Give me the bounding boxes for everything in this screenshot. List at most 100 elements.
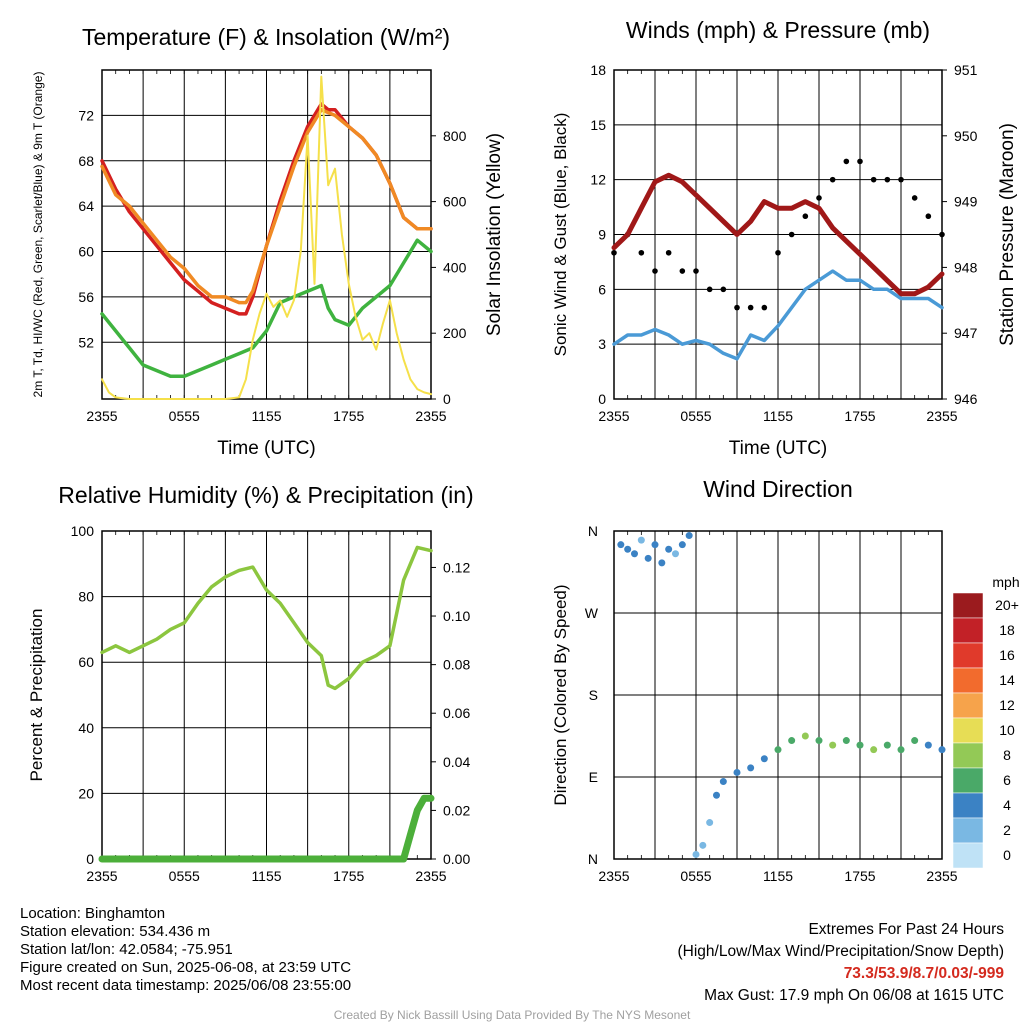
series-gust-point <box>857 158 863 165</box>
x-axis-label: Time (UTC) <box>217 438 316 459</box>
wind-direction-point <box>760 755 768 763</box>
colorbar-swatch <box>952 592 984 619</box>
y2-tick-label: 947 <box>954 325 978 341</box>
colorbar-swatch <box>952 642 984 669</box>
wind-direction-point <box>665 545 673 553</box>
y2-tick-label: 200 <box>443 325 467 341</box>
series-gust-point <box>693 268 699 274</box>
y2-tick-label: 400 <box>443 259 467 275</box>
wind-direction-point <box>713 791 720 799</box>
x-tick-label: 1155 <box>763 868 793 884</box>
y2-tick-label: 946 <box>954 391 978 407</box>
y-tick-label: S <box>589 687 598 703</box>
extremes-legend: (High/Low/Max Wind/Precipitation/Snow De… <box>677 943 1005 960</box>
colorbar-swatch <box>952 742 984 769</box>
colorbar-label: 18 <box>999 622 1015 638</box>
colorbar-title: mph <box>992 574 1019 590</box>
y-axis-label: 2m T, Td, HI/WC (Red, Green, Scarlet/Blu… <box>31 72 45 398</box>
y-tick-label: 80 <box>78 589 94 605</box>
x-tick-label: 1155 <box>251 408 281 424</box>
x-tick-label: 2355 <box>415 868 446 884</box>
y-tick-label: 15 <box>590 117 606 133</box>
colorbar-swatch <box>952 842 984 869</box>
y-tick-label: W <box>585 605 599 621</box>
series-gust-point <box>939 231 945 238</box>
y-tick-label: 6 <box>598 281 606 297</box>
wind-direction-point <box>644 554 652 562</box>
latlon-text: Station lat/lon: 42.0584; -75.951 <box>20 941 233 958</box>
series-gust-point <box>870 176 877 183</box>
colorbar-swatch <box>952 617 984 644</box>
wind-direction-point <box>719 778 727 786</box>
y-axis-label: Percent & Precipitation <box>27 609 46 782</box>
wind-direction-point <box>815 737 823 745</box>
y-tick-label: 64 <box>78 198 94 214</box>
chart-title: Temperature (F) & Insolation (W/m²) <box>82 24 450 50</box>
series-gust-point <box>679 268 686 274</box>
y2-axis-label: Solar Insolation (Yellow) <box>484 133 505 336</box>
series-gust-point <box>802 213 809 220</box>
series-gust-point <box>898 176 904 183</box>
series-gust-point <box>911 195 918 201</box>
colorbar-label: 8 <box>1003 747 1011 763</box>
wind-direction-point <box>733 768 741 776</box>
colorbar-label: 16 <box>999 647 1015 663</box>
colorbar-label: 6 <box>1003 772 1011 788</box>
extremes-title: Extremes For Past 24 Hours <box>808 921 1004 938</box>
chart-title: Relative Humidity (%) & Precipitation (i… <box>58 482 473 508</box>
y2-tick-label: 0.08 <box>443 657 470 673</box>
colorbar-label: 10 <box>999 722 1015 738</box>
y2-tick-label: 0.04 <box>443 754 470 770</box>
y2-tick-label: 951 <box>954 62 978 78</box>
series-gust-point <box>761 304 768 311</box>
wind-direction-point <box>658 559 666 567</box>
series-gust-point <box>829 176 836 183</box>
created-text: Figure created on Sun, 2025-06-08, at 23… <box>20 959 352 976</box>
y-tick-label: 52 <box>78 334 94 350</box>
wind-direction-point <box>870 746 878 754</box>
wind-direction-point <box>672 550 679 558</box>
series-precipitation-line <box>98 794 435 863</box>
series-sonic-wind-line <box>612 269 944 361</box>
y2-tick-label: 0.10 <box>443 608 470 624</box>
colorbar-swatch <box>952 692 984 719</box>
y-tick-label: 0 <box>598 391 606 407</box>
colorbar-label: 14 <box>999 672 1015 688</box>
series-gust-point <box>925 213 932 220</box>
y2-tick-label: 948 <box>954 259 978 275</box>
y-tick-label: N <box>588 523 598 539</box>
series-9m-t-line <box>100 107 433 305</box>
y2-tick-label: 0.02 <box>443 802 470 818</box>
x-tick-label: 1755 <box>844 868 875 884</box>
x-axis-label: Time (UTC) <box>729 438 828 459</box>
wind-direction-point <box>617 541 625 549</box>
y2-tick-label: 0.06 <box>443 705 470 721</box>
wind-direction-point <box>678 541 686 549</box>
credit-text: Created By Nick Bassill Using Data Provi… <box>333 1008 691 1022</box>
y-tick-label: 56 <box>78 289 94 305</box>
wind-direction-point <box>897 746 905 754</box>
y-tick-label: 60 <box>78 244 94 260</box>
series-gust-point <box>611 249 617 256</box>
series-gust-point <box>665 249 672 256</box>
extremes-block: Extremes For Past 24 Hours (High/Low/Max… <box>678 919 1005 1007</box>
series-station-pressure-line <box>611 172 945 297</box>
series-gust-point <box>734 304 740 311</box>
series-2m-td-line <box>100 238 433 379</box>
colorbar-label: 20+ <box>995 597 1019 613</box>
y2-tick-label: 949 <box>954 194 978 210</box>
y-tick-label: 40 <box>78 720 94 736</box>
x-tick-label: 2355 <box>86 408 117 424</box>
colorbar-swatch <box>952 817 984 844</box>
chart-title: Wind Direction <box>703 476 853 502</box>
wind-direction-point <box>685 532 693 540</box>
wind-direction-point <box>911 737 919 745</box>
x-tick-label: 0555 <box>680 868 711 884</box>
wind-direction-point <box>706 819 714 827</box>
series-gust-point <box>652 268 658 274</box>
series-gust-point <box>816 195 822 201</box>
wind-direction-point <box>842 737 850 745</box>
colorbar-swatch <box>952 717 984 744</box>
series-gust-point <box>843 158 850 165</box>
y-tick-label: 20 <box>78 785 94 801</box>
